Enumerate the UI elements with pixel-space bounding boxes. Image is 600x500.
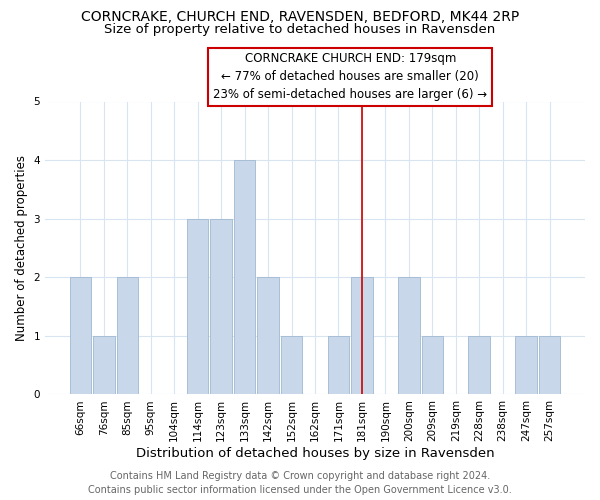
Bar: [469, 336, 490, 394]
Bar: [328, 336, 349, 394]
Y-axis label: Number of detached properties: Number of detached properties: [15, 155, 28, 341]
Text: CORNCRAKE CHURCH END: 179sqm
← 77% of detached houses are smaller (20)
23% of se: CORNCRAKE CHURCH END: 179sqm ← 77% of de…: [213, 52, 487, 102]
Bar: [70, 278, 91, 394]
Text: Contains HM Land Registry data © Crown copyright and database right 2024.
Contai: Contains HM Land Registry data © Crown c…: [88, 471, 512, 495]
Bar: [116, 278, 138, 394]
Bar: [211, 218, 232, 394]
Bar: [93, 336, 115, 394]
Bar: [234, 160, 256, 394]
Bar: [398, 278, 419, 394]
Text: Size of property relative to detached houses in Ravensden: Size of property relative to detached ho…: [104, 22, 496, 36]
X-axis label: Distribution of detached houses by size in Ravensden: Distribution of detached houses by size …: [136, 447, 494, 460]
Bar: [539, 336, 560, 394]
Bar: [351, 278, 373, 394]
Bar: [422, 336, 443, 394]
Bar: [281, 336, 302, 394]
Bar: [257, 278, 279, 394]
Text: CORNCRAKE, CHURCH END, RAVENSDEN, BEDFORD, MK44 2RP: CORNCRAKE, CHURCH END, RAVENSDEN, BEDFOR…: [81, 10, 519, 24]
Bar: [515, 336, 537, 394]
Bar: [187, 218, 208, 394]
